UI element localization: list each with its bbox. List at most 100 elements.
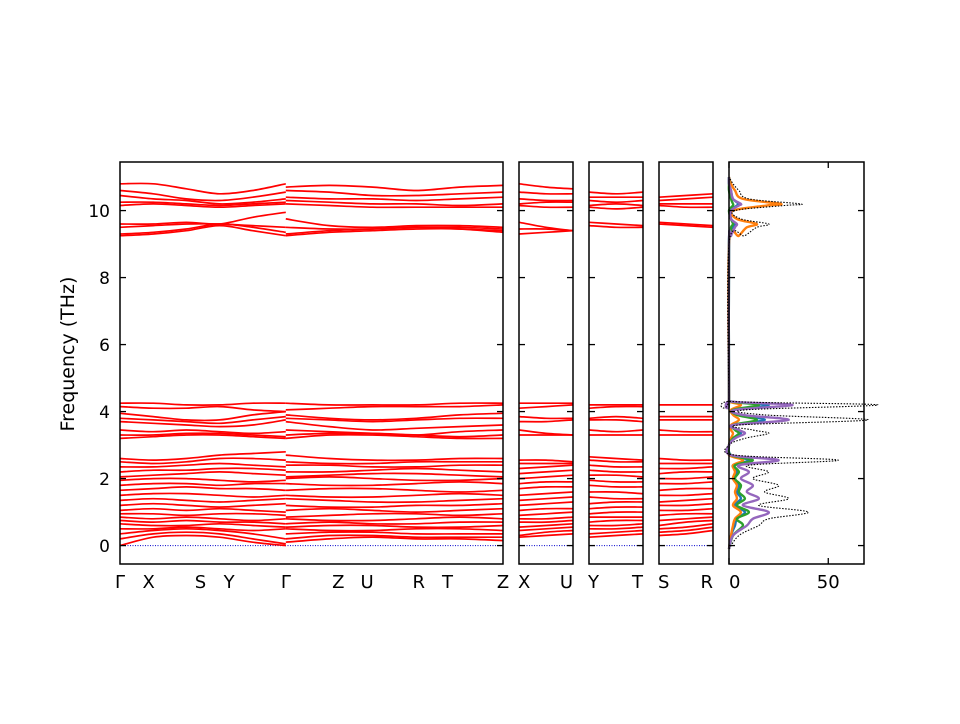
band-panel-main-frame [119, 161, 504, 565]
band-panel-s-r-band-line [658, 492, 714, 497]
band-panel-main-band-line [285, 502, 504, 509]
band-panel-s-r-band-line [658, 526, 714, 534]
band-panel-main-band-line [285, 536, 504, 544]
band-panel-main-band-line [285, 464, 504, 468]
kpoint-label: Γ [281, 572, 291, 593]
band-panel-x-u-band-line [518, 507, 574, 512]
band-panel-main-band-line [119, 419, 286, 428]
band-panel-main-band-line [119, 194, 286, 205]
band-panel-x-u-band-line [518, 516, 574, 520]
dos-projection-line [726, 176, 783, 550]
band-panel-s-r-band-line [658, 507, 714, 512]
band-panel-main-band-line [119, 527, 286, 540]
band-panel-x-u-band-line [518, 464, 574, 470]
band-panel-x-u-band-line [518, 191, 574, 195]
band-panel-s-r-band-line [658, 457, 714, 462]
band-panel-y-t-band-line [588, 484, 644, 488]
band-panel-y-t-band-line [588, 464, 644, 468]
band-panel-main-band-line [119, 492, 286, 498]
kpoint-label: U [560, 572, 573, 593]
band-panel-main-band-line [119, 477, 286, 483]
band-panel-x-u-band-line [518, 529, 574, 537]
band-panel-main-band-line [285, 454, 504, 462]
band-panel-y-t-frame [588, 161, 644, 565]
band-panel-y-t-band-line [588, 224, 644, 229]
band-panel-main-band-line [119, 405, 286, 413]
band-panel-x-u-band-line [518, 480, 574, 485]
band-panel-main-band-line [285, 433, 504, 440]
kpoint-label: X [518, 572, 530, 593]
kpoint-label: Γ [115, 572, 125, 593]
band-panel-y-t-band-line [588, 415, 644, 420]
band-panel-main-band-line [119, 429, 286, 435]
kpoint-label: T [631, 572, 644, 593]
band-panel-main-band-line [119, 182, 286, 195]
band-panel-main-band-line [285, 402, 504, 406]
band-panel-main-band-line [119, 201, 286, 207]
kpoint-label: S [658, 572, 669, 593]
band-panel-x-u-band-line [518, 474, 574, 480]
band-panel-x-u-band-line [518, 419, 574, 423]
dos-x-tick-label: 0 [729, 572, 740, 593]
band-panel-s-r-band-line [658, 519, 714, 527]
band-panel-y-t-band-line [588, 491, 644, 495]
kpoint-label: S [195, 572, 206, 593]
band-panel-main-band-line [285, 189, 504, 197]
band-panel-main-band-line [285, 412, 504, 421]
y-tick-label: 2 [99, 470, 110, 490]
y-tick-label: 0 [99, 537, 110, 557]
band-panel-y-t-band-line [588, 501, 644, 505]
band-panel-main-band-line [285, 417, 504, 423]
band-panel-y-t-band-line [588, 191, 644, 195]
band-panel-y-t-band-line [588, 206, 644, 210]
band-panel-main-band-line [119, 415, 286, 425]
band-panel-main-band-line [119, 522, 286, 528]
band-panel-main-band-line [285, 527, 504, 532]
band-panel-main-band-line [119, 507, 286, 513]
band-panel-x-u-band-line [518, 519, 574, 524]
band-panel-y-t-band-line [588, 405, 644, 410]
y-tick-label: 6 [99, 336, 110, 356]
band-panel-main-band-line [285, 460, 503, 465]
kpoint-label: R [412, 572, 425, 593]
band-panel-main-band-line [285, 516, 504, 522]
band-panel-main-band-line [119, 486, 286, 492]
kpoint-label: U [360, 572, 373, 593]
band-panel-main-band-line [285, 404, 504, 411]
band-panel-x-u-band-line [518, 204, 574, 209]
band-panel-main-band-line [119, 203, 286, 209]
band-panel-main-band-line [119, 433, 286, 440]
band-panel-y-t-band-line [588, 474, 644, 478]
band-panel-x-u-band-line [518, 182, 574, 190]
kpoint-label: T [441, 572, 454, 593]
band-panel-main-band-line [285, 481, 504, 487]
band-panel-main-band-line [285, 497, 504, 504]
band-panel-s-r-band-line [658, 196, 714, 202]
band-panel-s-r-band-line [658, 487, 714, 492]
band-panel-main-band-line [119, 502, 286, 508]
band-panel-main-band-line [119, 432, 286, 438]
band-panel-main-band-line [119, 526, 286, 532]
band-panel-x-u-band-line [518, 485, 574, 490]
band-panel-s-r-band-line [658, 476, 714, 480]
band-panel-x-u-band-line [518, 533, 574, 539]
band-panel-main-band-line [285, 531, 503, 535]
curves-layer [119, 176, 879, 550]
band-panel-main-band-line [285, 507, 504, 513]
band-panel-main-band-line [119, 223, 286, 235]
band-panel-main-band-line [119, 534, 286, 547]
band-panel-s-r-band-line [658, 522, 714, 530]
band-panel-main-band-line [119, 467, 286, 473]
band-panel-x-u-band-line [518, 404, 574, 410]
band-panel-main-band-line [285, 524, 504, 529]
dos-x-tick-label: 50 [817, 572, 840, 593]
band-panel-x-u-frame [518, 161, 574, 565]
band-panel-y-t-band-line [588, 496, 644, 500]
kpoint-label: Y [587, 572, 600, 593]
band-panel-x-u-band-line [518, 201, 574, 205]
band-panel-main-band-line [285, 199, 504, 207]
band-panel-x-u-band-line [518, 501, 574, 507]
band-panel-main-band-line [285, 420, 504, 431]
